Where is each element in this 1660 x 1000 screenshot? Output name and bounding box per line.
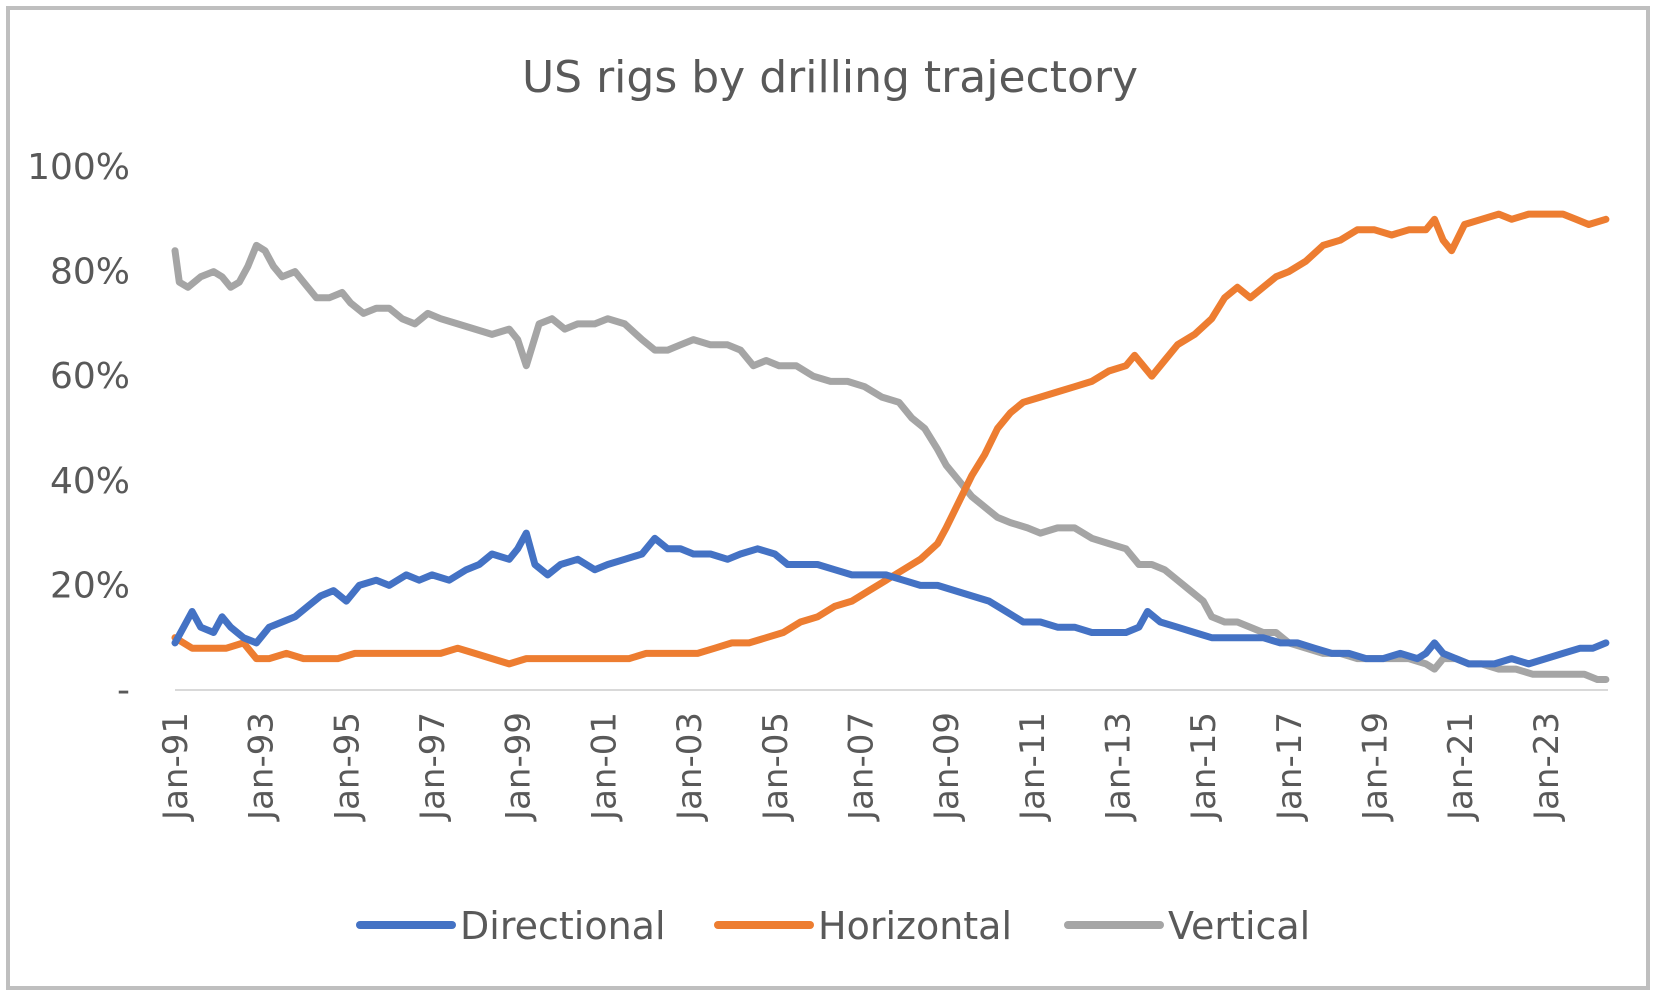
x-tick-label: Jan-95 <box>327 712 367 822</box>
y-tick-label: 40% <box>50 461 130 502</box>
x-tick-label: Jan-09 <box>927 712 967 822</box>
chart-title: US rigs by drilling trajectory <box>522 52 1138 103</box>
y-tick-label: - <box>117 670 130 711</box>
chart-frame <box>6 6 1650 990</box>
x-axis-ticks: Jan-91 Jan-93 Jan-95 Jan-97 Jan-99 Jan-01 Jan-… <box>156 712 1567 822</box>
x-tick-label: Jan-93 <box>242 712 282 822</box>
legend-label-horizontal: Horizontal <box>818 904 1012 948</box>
legend-label-vertical: Vertical <box>1168 904 1310 948</box>
x-tick-label: Jan-97 <box>413 712 453 822</box>
x-tick-label: Jan-11 <box>1013 712 1053 822</box>
y-tick-label: 60% <box>50 356 130 397</box>
x-tick-label: Jan-21 <box>1441 712 1481 822</box>
x-tick-label: Jan-99 <box>499 712 539 822</box>
x-tick-label: Jan-01 <box>584 712 624 822</box>
y-tick-label: 100% <box>27 147 130 188</box>
x-tick-label: Jan-15 <box>1184 712 1224 822</box>
legend-label-directional: Directional <box>460 904 666 948</box>
y-axis-ticks: - 20% 40% 60% 80% 100% <box>27 147 130 711</box>
series-line-directional <box>171 529 1610 668</box>
series-lines <box>171 210 1610 683</box>
x-tick-label: Jan-13 <box>1098 712 1138 822</box>
x-tick-label: Jan-19 <box>1356 712 1396 822</box>
x-tick-label: Jan-05 <box>756 712 796 822</box>
x-tick-label: Jan-17 <box>1270 712 1310 822</box>
x-tick-label: Jan-91 <box>156 712 196 822</box>
x-tick-label: Jan-03 <box>670 712 710 822</box>
x-tick-label: Jan-07 <box>841 712 881 822</box>
series-line-vertical <box>171 241 1610 683</box>
series-line-horizontal <box>171 210 1610 668</box>
y-tick-label: 20% <box>50 565 130 606</box>
legend: Directional Horizontal Vertical <box>356 904 1310 948</box>
y-tick-label: 80% <box>50 252 130 293</box>
x-tick-label: Jan-23 <box>1527 712 1567 822</box>
